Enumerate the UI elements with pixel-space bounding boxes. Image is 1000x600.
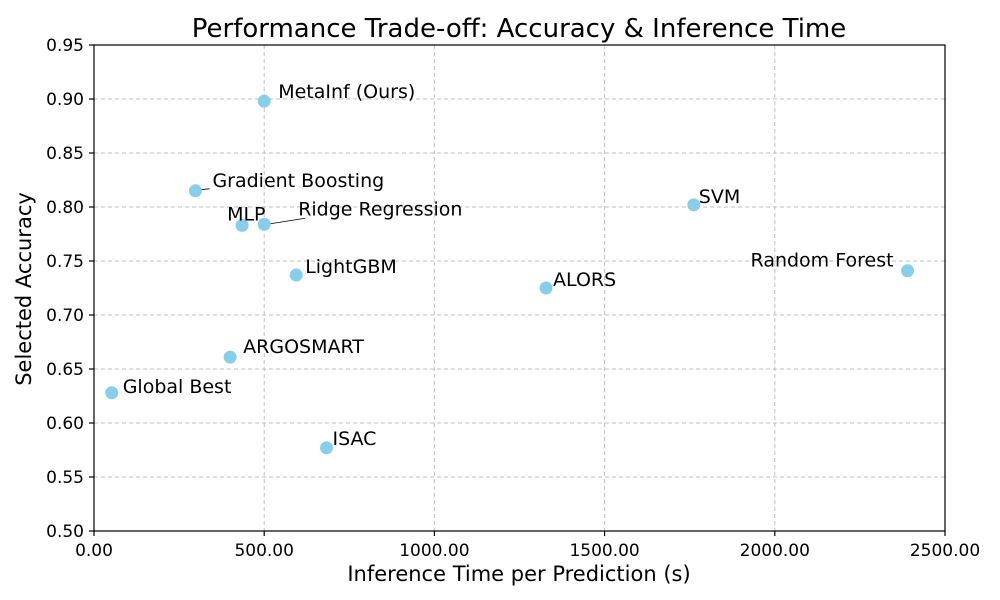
y-tick-label: 0.75 xyxy=(46,252,84,272)
point-labels: MetaInf (Ours) Gradient Boosting SVM MLP Rid… xyxy=(123,81,894,450)
data-point xyxy=(105,386,119,400)
point-label: ALORS xyxy=(553,269,616,291)
point-label: ARGOSMART xyxy=(243,336,364,358)
y-tick-label: 0.80 xyxy=(46,198,84,218)
point-label: MetaInf (Ours) xyxy=(278,81,415,103)
y-tick-label: 0.60 xyxy=(46,414,84,434)
chart-title: Performance Trade-off: Accuracy & Infere… xyxy=(192,14,847,44)
y-tick-label: 0.55 xyxy=(46,468,84,488)
y-tick-label: 0.70 xyxy=(46,306,84,326)
data-point xyxy=(901,264,915,278)
y-tick-label: 0.65 xyxy=(46,360,84,380)
point-label: LightGBM xyxy=(305,256,397,278)
point-label: Random Forest xyxy=(751,250,894,272)
plot-frame xyxy=(93,44,946,532)
data-point xyxy=(687,198,701,212)
y-tick-label: 0.90 xyxy=(46,90,84,110)
point-label: Gradient Boosting xyxy=(212,170,384,192)
data-point xyxy=(319,441,333,455)
y-tick-label: 0.85 xyxy=(46,144,84,164)
point-label: ISAC xyxy=(332,428,376,450)
data-point xyxy=(257,217,271,231)
x-tick-label: 500.00 xyxy=(234,541,293,561)
data-point xyxy=(235,218,249,232)
x-tick-label: 1000.00 xyxy=(399,541,469,561)
data-point xyxy=(289,268,303,282)
y-tick-label: 0.95 xyxy=(46,36,84,56)
data-point xyxy=(188,184,202,198)
data-points xyxy=(105,94,915,455)
x-axis-label: Inference Time per Prediction (s) xyxy=(347,562,690,586)
point-label: SVM xyxy=(699,186,740,208)
y-tick-label: 0.50 xyxy=(46,522,84,542)
label-leader-line xyxy=(267,217,306,225)
grid-lines xyxy=(93,44,946,532)
data-point xyxy=(257,94,271,108)
x-tick-label: 2000.00 xyxy=(740,541,810,561)
axis-ticks: 0.00 500.00 1000.00 1500.00 2000.00 2500.00 0.… xyxy=(46,36,980,561)
point-label: Ridge Regression xyxy=(298,198,462,220)
y-axis-label: Selected Accuracy xyxy=(12,192,36,386)
x-tick-label: 0.00 xyxy=(75,541,113,561)
point-label: Global Best xyxy=(123,376,232,398)
x-tick-label: 2500.00 xyxy=(910,541,980,561)
x-tick-label: 1500.00 xyxy=(569,541,639,561)
point-label: MLP xyxy=(227,203,265,225)
data-point xyxy=(539,281,553,295)
data-point xyxy=(223,350,237,364)
